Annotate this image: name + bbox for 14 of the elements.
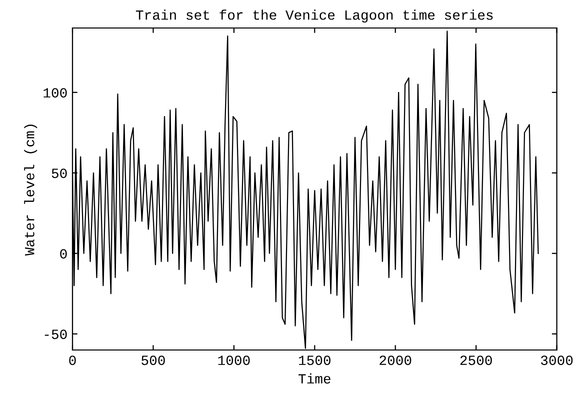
y-tick-label: 50	[52, 168, 67, 178]
y-tick-label: 0	[60, 249, 67, 259]
y-axis-title: Water level (cm)	[24, 124, 38, 256]
x-tick-label: 2000	[380, 356, 412, 366]
x-tick-label: 500	[142, 356, 165, 366]
x-axis-title: Time	[298, 373, 330, 384]
y-tick-label: -50	[44, 330, 67, 340]
x-tick-label: 1500	[298, 356, 330, 366]
x-tick-label: 0	[69, 356, 76, 366]
chart-title: Train set for the Venice Lagoon time series	[136, 10, 493, 23]
y-tick-label: 100	[44, 88, 67, 98]
x-tick-label: 2500	[460, 356, 492, 366]
x-tick-label: 1000	[218, 356, 250, 366]
x-tick-label: 3000	[540, 356, 573, 366]
